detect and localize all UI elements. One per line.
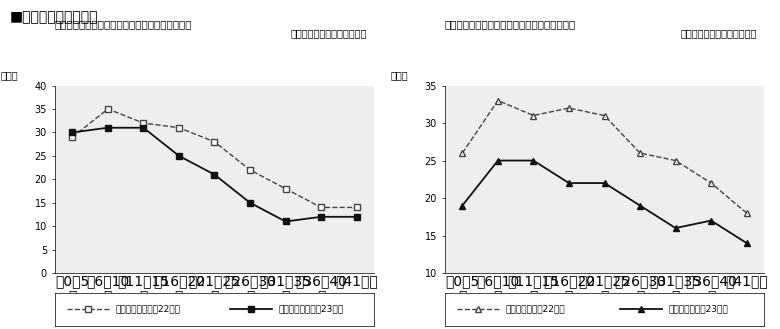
Text: 図表５－２　中古戸建住宅の対新規登録成約率: 図表５－２ 中古戸建住宅の対新規登録成約率	[445, 20, 576, 30]
Text: （成約件数／新規登録件数）: （成約件数／新規登録件数）	[290, 28, 367, 38]
Y-axis label: （％）: （％）	[391, 70, 409, 80]
Text: 中古戸建住宅（23年）: 中古戸建住宅（23年）	[668, 305, 729, 314]
Y-axis label: （％）: （％）	[1, 70, 19, 80]
Text: 図表５－１　中古マンションの対新規登録成約率: 図表５－１ 中古マンションの対新規登録成約率	[55, 20, 192, 30]
Text: ■築年帯別の取引動向: ■築年帯別の取引動向	[9, 10, 98, 24]
Text: 中古戸建住宅（22年）: 中古戸建住宅（22年）	[505, 305, 565, 314]
Text: 中古マンション（23年）: 中古マンション（23年）	[278, 305, 343, 314]
Text: 中古マンション（22年）: 中古マンション（22年）	[115, 305, 180, 314]
Text: （成約件数／新規登録件数）: （成約件数／新規登録件数）	[680, 28, 757, 38]
